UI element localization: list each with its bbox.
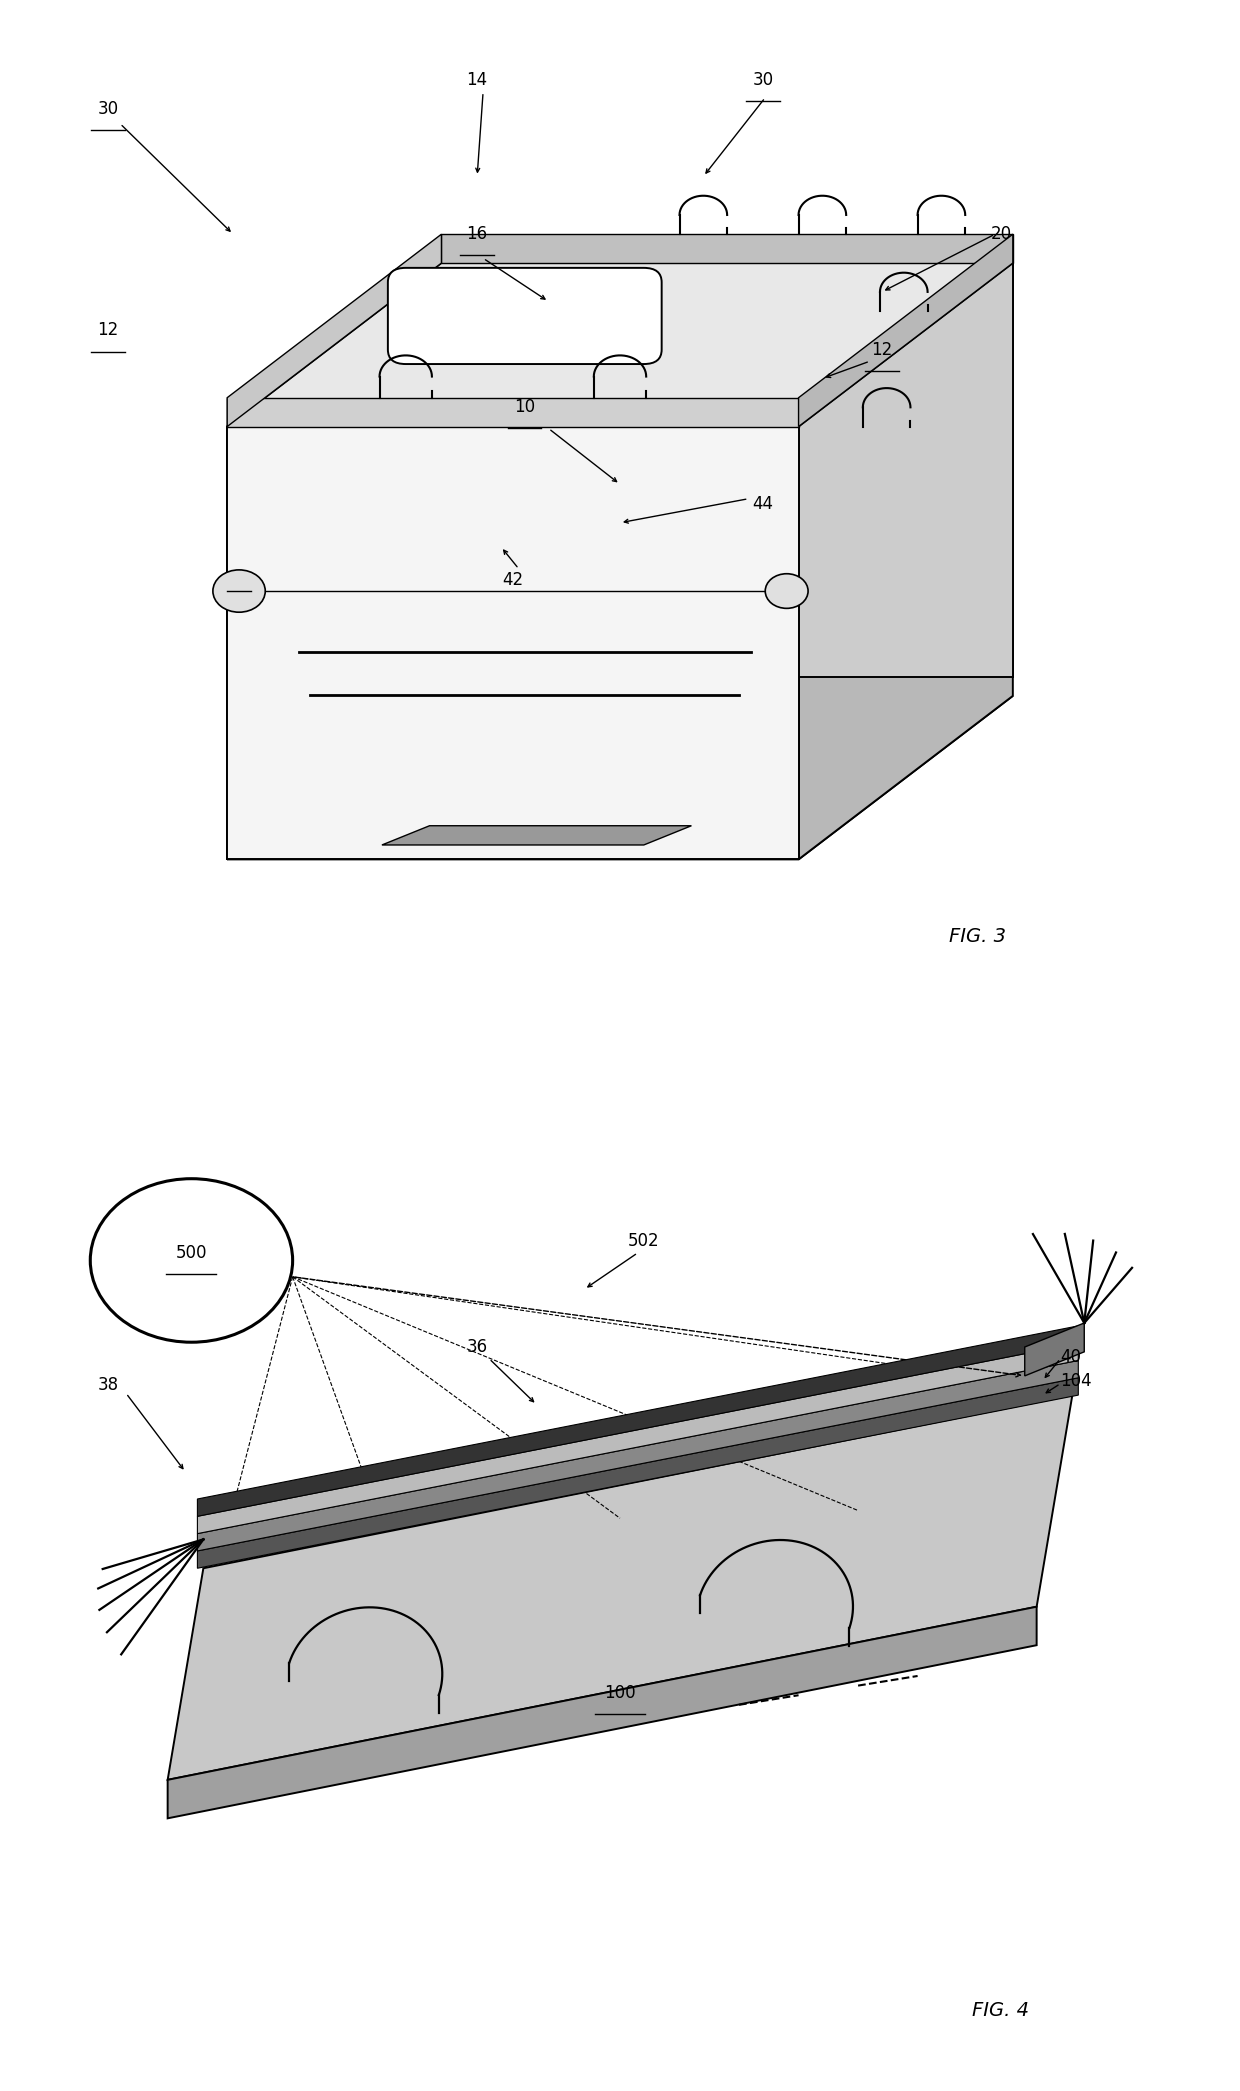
Text: FIG. 4: FIG. 4 bbox=[972, 2001, 1029, 2020]
Text: 500: 500 bbox=[176, 1244, 207, 1261]
Text: 20: 20 bbox=[991, 226, 1012, 243]
FancyBboxPatch shape bbox=[388, 268, 662, 364]
Text: 12: 12 bbox=[98, 322, 119, 339]
Polygon shape bbox=[799, 263, 1013, 859]
Polygon shape bbox=[197, 1378, 1079, 1568]
Polygon shape bbox=[167, 1606, 1037, 1819]
Polygon shape bbox=[441, 234, 1013, 263]
Text: 44: 44 bbox=[753, 493, 774, 512]
Text: 30: 30 bbox=[98, 100, 119, 119]
Circle shape bbox=[213, 571, 265, 613]
Polygon shape bbox=[197, 1342, 1079, 1533]
Circle shape bbox=[765, 573, 808, 608]
Polygon shape bbox=[227, 397, 799, 427]
Text: 12: 12 bbox=[872, 341, 893, 360]
Polygon shape bbox=[227, 263, 1013, 427]
Polygon shape bbox=[227, 427, 799, 859]
Text: FIG. 3: FIG. 3 bbox=[949, 926, 1006, 945]
Text: 502: 502 bbox=[627, 1232, 660, 1250]
Text: 10: 10 bbox=[515, 397, 536, 416]
Text: 36: 36 bbox=[466, 1338, 487, 1357]
Text: 38: 38 bbox=[98, 1376, 119, 1395]
Polygon shape bbox=[227, 427, 441, 859]
Text: 104: 104 bbox=[1060, 1372, 1092, 1391]
Polygon shape bbox=[227, 696, 1013, 859]
Text: 16: 16 bbox=[466, 226, 487, 243]
Polygon shape bbox=[227, 263, 441, 859]
Polygon shape bbox=[197, 1326, 1079, 1516]
Polygon shape bbox=[227, 263, 441, 859]
Circle shape bbox=[91, 1179, 293, 1342]
Text: 30: 30 bbox=[753, 71, 774, 90]
Polygon shape bbox=[227, 234, 441, 427]
Polygon shape bbox=[197, 1361, 1079, 1552]
Text: 100: 100 bbox=[604, 1683, 636, 1702]
Text: 14: 14 bbox=[466, 71, 487, 90]
Polygon shape bbox=[167, 1395, 1073, 1779]
Polygon shape bbox=[382, 826, 692, 845]
Text: 40: 40 bbox=[1060, 1347, 1081, 1365]
Polygon shape bbox=[799, 234, 1013, 427]
Polygon shape bbox=[441, 263, 1013, 677]
Polygon shape bbox=[1024, 1324, 1084, 1376]
Text: 42: 42 bbox=[502, 571, 523, 590]
